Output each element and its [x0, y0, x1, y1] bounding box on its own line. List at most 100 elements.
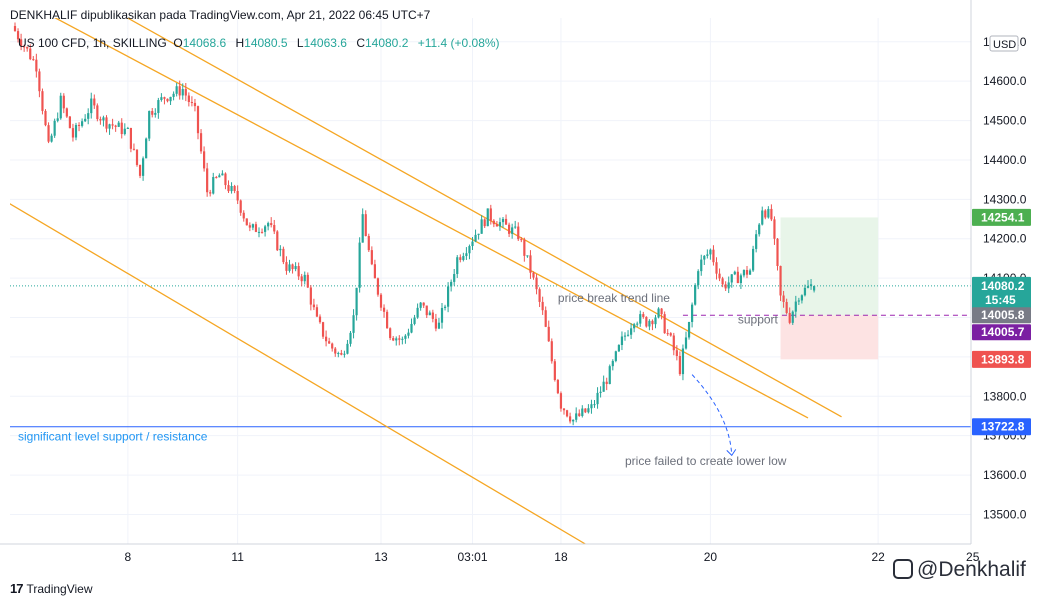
candle-body	[126, 127, 129, 129]
candle-body	[626, 334, 630, 336]
candle-body	[608, 366, 611, 384]
candle-body	[672, 335, 675, 351]
candle-body	[437, 322, 441, 329]
candle-body	[56, 118, 59, 121]
plot-area: significant level support / resistance pr…	[10, 18, 971, 544]
candle-body	[315, 307, 319, 317]
time-tick-label: 20	[704, 550, 718, 564]
candle-body	[477, 233, 480, 235]
close-value: 14080.2	[364, 36, 409, 50]
candle-body	[800, 295, 803, 301]
candle-body	[520, 239, 523, 241]
candle-body	[715, 262, 718, 274]
candle-body	[575, 413, 578, 420]
candle-body	[203, 151, 206, 169]
candle-body	[620, 336, 624, 346]
candle-body	[148, 111, 151, 139]
tradingview-logo[interactable]: 17 TradingView	[10, 581, 93, 596]
candle-body	[508, 224, 511, 234]
candle-body	[611, 360, 614, 367]
candle-body	[114, 125, 117, 127]
candle-body	[764, 210, 767, 218]
open-label: O	[173, 36, 183, 50]
candle-body	[654, 317, 657, 325]
candle-body	[407, 332, 410, 336]
candle-body	[29, 48, 32, 60]
candle-body	[44, 110, 47, 126]
candle-body	[99, 119, 102, 121]
candle-body	[270, 223, 273, 226]
candle-body	[123, 128, 126, 135]
candle-body	[74, 124, 78, 138]
candle-body	[501, 218, 505, 223]
candle-body	[291, 264, 294, 270]
candle-body	[755, 234, 758, 249]
candle-body	[279, 248, 282, 251]
candle-body	[614, 351, 617, 361]
candle-body	[379, 294, 383, 308]
candle-body	[41, 91, 44, 111]
candle-body	[669, 333, 672, 336]
symbol-name[interactable]: US 100 CFD, 1h, SKILLING	[18, 36, 167, 50]
candle-body	[172, 93, 175, 97]
publish-header: DENKHALIF dipublikasikan pada TradingVie…	[10, 8, 431, 22]
candle-body	[535, 277, 538, 290]
time-tick-label: 8	[125, 550, 132, 564]
candle-body	[651, 320, 654, 325]
entry-price-tag-2-text: 14005.7	[981, 325, 1025, 339]
candle-body	[398, 338, 401, 340]
candle-body	[102, 117, 105, 121]
candle-body	[193, 102, 197, 107]
candle-body	[169, 96, 172, 102]
candle-body	[65, 108, 68, 117]
candle-body	[309, 287, 312, 305]
candle-body	[355, 287, 358, 316]
candle-body	[395, 338, 398, 341]
candle-body	[84, 118, 87, 122]
candle-body	[514, 226, 517, 228]
candle-body	[389, 328, 392, 339]
candle-body	[370, 250, 373, 265]
candle-body	[706, 254, 709, 256]
candle-body	[254, 224, 258, 232]
candle-body	[340, 353, 343, 355]
candle-body	[553, 361, 556, 380]
candle-body	[425, 305, 428, 316]
candle-body	[581, 408, 584, 416]
candle-body	[465, 253, 468, 257]
price-tick-label: 13800.0	[983, 389, 1027, 403]
candle-body	[599, 391, 602, 393]
candle-body	[132, 148, 136, 150]
time-tick-label: 25	[966, 550, 980, 564]
candle-body	[709, 249, 712, 255]
candle-body	[453, 274, 456, 282]
candle-body	[325, 336, 328, 342]
candle-body	[806, 286, 810, 288]
entry-price-tag-2	[972, 324, 1031, 341]
candle-body	[572, 419, 575, 422]
candle-body	[90, 98, 93, 114]
candle-body	[276, 231, 279, 251]
candle-body	[480, 219, 483, 234]
candle-body	[443, 306, 447, 308]
candle-body	[642, 314, 645, 317]
candle-body	[419, 302, 422, 308]
candle-body	[32, 59, 35, 61]
target-price-tag	[972, 208, 1031, 226]
price-tick-label: 14600.0	[983, 74, 1027, 88]
level-price-tag-text: 13722.8	[981, 420, 1025, 434]
candle-body	[645, 316, 648, 327]
current-price-tag-text: 14080.2	[981, 279, 1025, 293]
candle-body	[288, 264, 291, 271]
candle-body	[401, 338, 404, 340]
candle-body	[87, 113, 90, 119]
candle-body	[657, 308, 660, 318]
candle-body	[666, 333, 669, 335]
instagram-icon	[893, 559, 913, 579]
candle-body	[38, 71, 41, 92]
candle-body	[373, 264, 376, 279]
candle-body	[190, 101, 193, 103]
candle-body	[163, 97, 166, 99]
candle-body	[47, 125, 50, 142]
